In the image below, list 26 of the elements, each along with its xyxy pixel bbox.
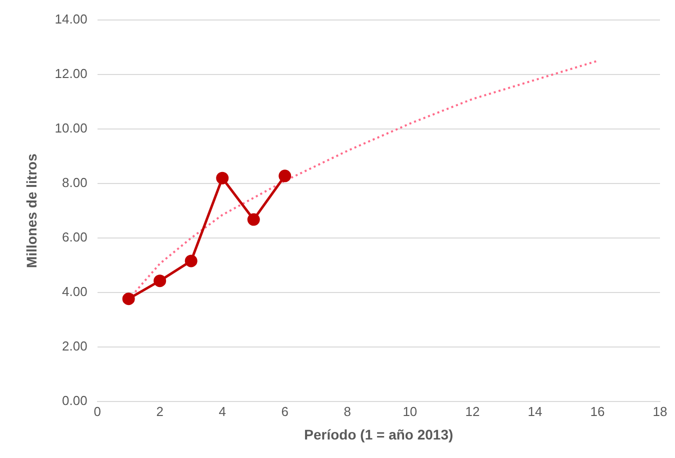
y-tick-label: 14.00 xyxy=(54,12,88,27)
x-tick-label: 0 xyxy=(94,404,101,419)
x-tick-label: 4 xyxy=(218,404,226,419)
x-tick-label: 16 xyxy=(590,404,605,419)
x-tick-label: 18 xyxy=(652,404,668,419)
x-tick-label: 14 xyxy=(528,404,542,419)
point xyxy=(184,254,198,268)
y-tick-label: 8.00 xyxy=(62,175,88,190)
y-tick-label: 10.00 xyxy=(54,120,88,136)
point xyxy=(122,292,135,306)
y-tick-label: 0.00 xyxy=(62,393,88,408)
point xyxy=(154,274,166,288)
x-tick-label: 2 xyxy=(156,404,164,419)
x-tick-label: 10 xyxy=(402,404,418,419)
y-axis-title: Millones de litros xyxy=(23,153,40,268)
x-tick-label: 12 xyxy=(465,404,480,419)
y-tick-label: 6.00 xyxy=(62,230,88,245)
point xyxy=(216,172,229,184)
point xyxy=(278,170,292,182)
x-tick-label: 6 xyxy=(281,404,289,419)
y-tick-label: 2.00 xyxy=(62,338,88,354)
point xyxy=(247,213,260,226)
y-tick-label: 12.00 xyxy=(54,66,88,82)
x-tick-label: 8 xyxy=(344,404,352,419)
x-axis-title: Período (1 = año 2013) xyxy=(304,426,454,442)
y-tick-label: 4.00 xyxy=(62,284,88,300)
